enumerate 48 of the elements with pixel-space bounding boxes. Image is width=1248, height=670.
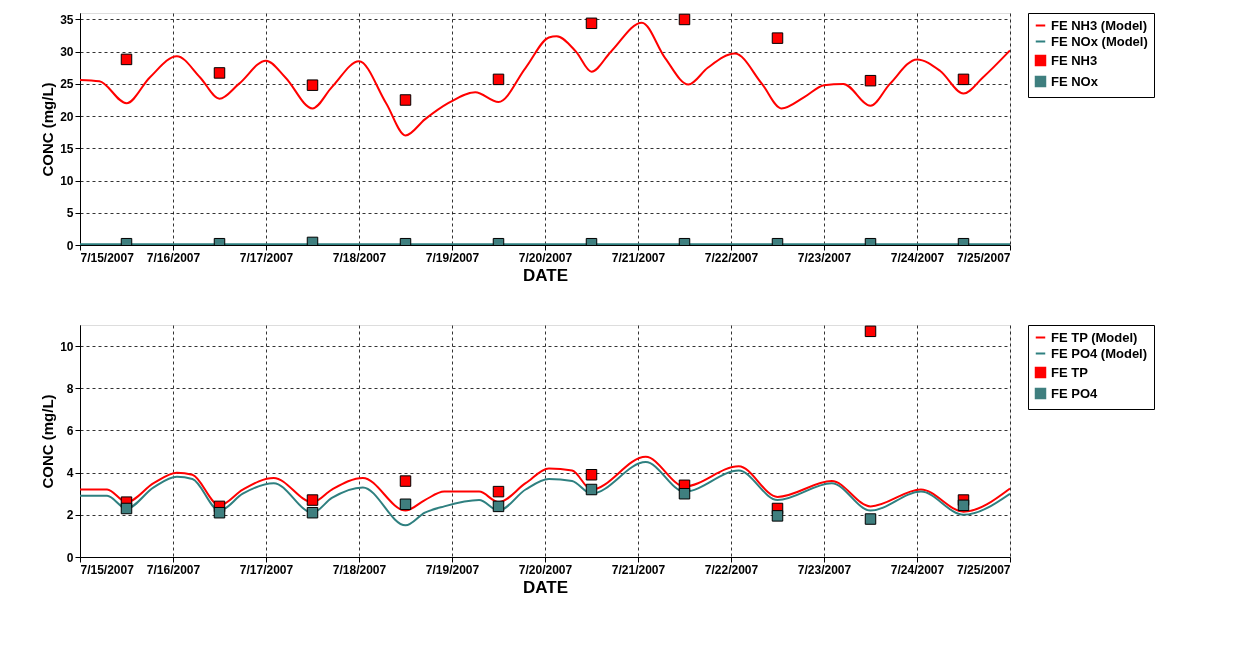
y-tick-label: 30 bbox=[60, 45, 74, 60]
y-tick-label: 10 bbox=[60, 339, 74, 354]
legend-label: FE TP (Model) bbox=[1051, 329, 1138, 345]
x-tick-label: 7/15/2007 bbox=[80, 250, 135, 265]
y-tick-label: 10 bbox=[60, 174, 74, 189]
legend-label: FE NH3 bbox=[1051, 52, 1098, 68]
y-tick-label: 5 bbox=[66, 206, 74, 221]
y-tick-label: 2 bbox=[66, 508, 74, 523]
x-tick-label: 7/23/2007 bbox=[797, 250, 852, 265]
x-tick-label: 7/24/2007 bbox=[890, 250, 945, 265]
x-tick-label: 7/18/2007 bbox=[332, 562, 387, 577]
legend-label: FE PO4 (Model) bbox=[1051, 345, 1148, 361]
x-tick-label: 7/22/2007 bbox=[704, 562, 759, 577]
x-axis-title: DATE bbox=[522, 265, 569, 285]
x-axis-title: DATE bbox=[522, 577, 569, 597]
x-tick-label: 7/15/2007 bbox=[80, 562, 135, 577]
x-tick-label: 7/20/2007 bbox=[518, 562, 573, 577]
legend-label: FE NOx bbox=[1051, 73, 1099, 89]
x-tick-label: 7/19/2007 bbox=[425, 250, 480, 265]
x-tick-label: 7/24/2007 bbox=[890, 562, 945, 577]
y-tick-label: 20 bbox=[60, 109, 74, 124]
y-tick-label: 35 bbox=[60, 12, 74, 27]
y-tick-label: 4 bbox=[66, 466, 74, 481]
y-tick-label: 0 bbox=[66, 550, 74, 565]
y-axis-title: CONC (mg/L) bbox=[39, 394, 57, 489]
y-tick-label: 25 bbox=[60, 77, 74, 92]
y-tick-label: 15 bbox=[60, 141, 74, 156]
legend-label: FE NOx (Model) bbox=[1051, 33, 1148, 49]
legend-label: FE PO4 bbox=[1051, 385, 1099, 401]
x-tick-label: 7/22/2007 bbox=[704, 250, 759, 265]
x-tick-label: 7/19/2007 bbox=[425, 562, 480, 577]
x-tick-label: 7/20/2007 bbox=[518, 250, 573, 265]
x-tick-label: 7/18/2007 bbox=[332, 250, 387, 265]
y-tick-label: 6 bbox=[66, 423, 74, 438]
x-tick-label: 7/23/2007 bbox=[797, 562, 852, 577]
legend-label: FE TP bbox=[1051, 364, 1089, 380]
y-tick-label: 0 bbox=[66, 238, 74, 253]
x-tick-label: 7/21/2007 bbox=[611, 250, 666, 265]
y-axis-title: CONC (mg/L) bbox=[39, 82, 57, 177]
x-tick-label: 7/17/2007 bbox=[239, 250, 294, 265]
x-tick-label: 7/16/2007 bbox=[146, 562, 201, 577]
x-tick-label: 7/21/2007 bbox=[611, 562, 666, 577]
x-tick-label: 7/16/2007 bbox=[146, 250, 201, 265]
y-tick-label: 8 bbox=[66, 381, 74, 396]
legend-label: FE NH3 (Model) bbox=[1051, 17, 1148, 33]
x-tick-label: 7/17/2007 bbox=[239, 562, 294, 577]
x-tick-label: 7/25/2007 bbox=[957, 562, 1011, 577]
x-tick-label: 7/25/2007 bbox=[957, 250, 1011, 265]
